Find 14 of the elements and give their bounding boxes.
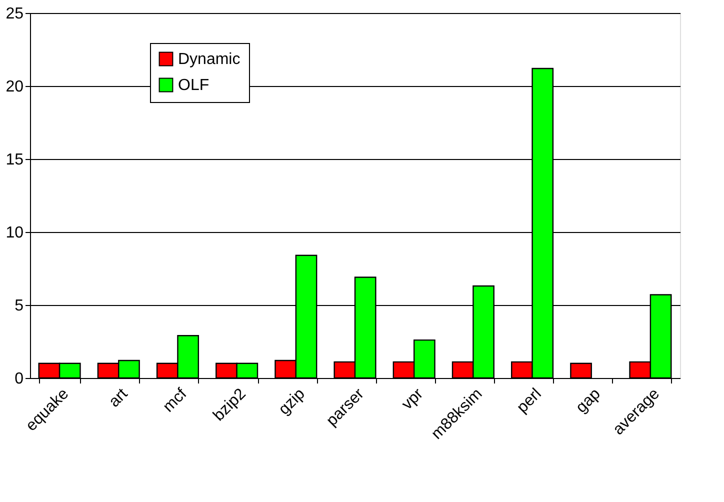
y-tick-label: 15 xyxy=(6,152,24,168)
legend-label: Dynamic xyxy=(178,51,240,68)
x-tick-label: gzip xyxy=(276,385,308,418)
y-tick-label: 5 xyxy=(14,298,24,314)
x-tick-label: gap xyxy=(572,385,604,416)
y-tick-label: 0 xyxy=(14,370,24,388)
x-tick-label: mcf xyxy=(160,385,191,416)
bar xyxy=(570,362,592,379)
x-tick-label: vpr xyxy=(398,385,428,414)
y-tick-label: 20 xyxy=(6,78,24,96)
y-tick-label: 10 xyxy=(6,224,24,242)
legend-label: OLF xyxy=(178,77,210,94)
y-tick-label: 25 xyxy=(6,6,24,22)
x-tick-label: art xyxy=(106,385,132,411)
